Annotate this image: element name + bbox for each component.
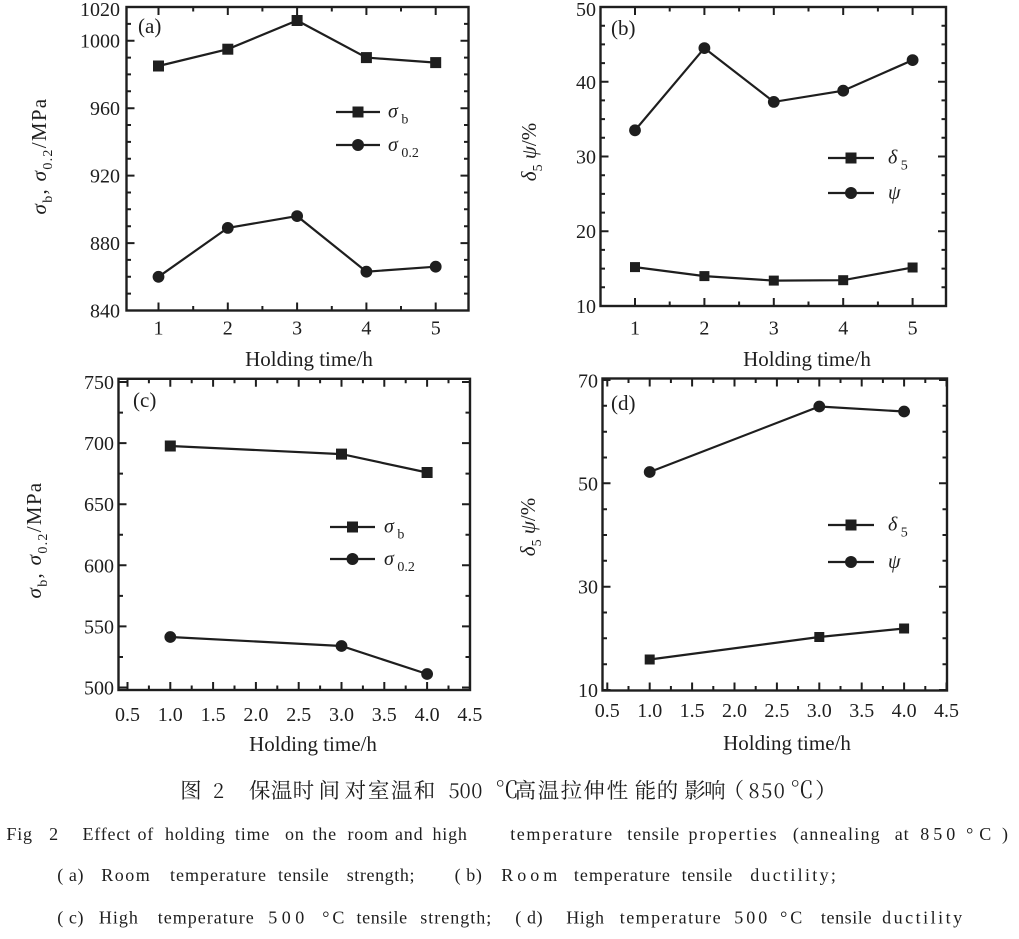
svg-text:4.5: 4.5 — [934, 700, 959, 722]
svg-text:3.5: 3.5 — [372, 704, 397, 726]
svg-text:2.5: 2.5 — [764, 700, 789, 722]
svg-text:Holding time/h: Holding time/h — [723, 731, 851, 755]
svg-text:(b): (b) — [611, 16, 636, 40]
svg-text:20: 20 — [576, 221, 596, 243]
svg-text:4.0: 4.0 — [415, 704, 440, 726]
svg-text:1.5: 1.5 — [201, 704, 226, 726]
svg-text:(a): (a) — [138, 14, 161, 38]
svg-text:Holding time/h: Holding time/h — [743, 347, 871, 371]
svg-text:σ b: σ b — [384, 516, 404, 543]
svg-text:3.5: 3.5 — [849, 700, 874, 722]
svg-text:1: 1 — [630, 318, 640, 340]
svg-text:1.0: 1.0 — [637, 700, 662, 722]
svg-text:50: 50 — [576, 0, 596, 21]
svg-text:Holding time/h: Holding time/h — [245, 347, 373, 371]
svg-text:2.0: 2.0 — [722, 700, 747, 722]
svg-text:5: 5 — [431, 318, 441, 340]
svg-text:50: 50 — [578, 473, 598, 495]
svg-text:650: 650 — [84, 494, 114, 516]
svg-text:1020: 1020 — [80, 0, 120, 21]
svg-text:2.0: 2.0 — [243, 704, 268, 726]
svg-text:1.5: 1.5 — [680, 700, 705, 722]
svg-text:4.0: 4.0 — [892, 700, 917, 722]
svg-text:880: 880 — [90, 233, 120, 255]
svg-text:σ b: σ b — [388, 101, 408, 128]
svg-text:2: 2 — [699, 318, 709, 340]
svg-text:(c): (c) — [133, 388, 156, 412]
svg-text:4: 4 — [361, 318, 371, 340]
svg-text:2: 2 — [223, 318, 233, 340]
svg-text:σ 0.2: σ 0.2 — [388, 134, 419, 161]
svg-text:δ 5: δ 5 — [888, 147, 908, 174]
svg-text:550: 550 — [84, 616, 114, 638]
svg-text:10: 10 — [576, 296, 596, 318]
svg-text:5: 5 — [908, 318, 918, 340]
svg-text:δ 5: δ 5 — [888, 514, 908, 541]
svg-text:40: 40 — [576, 72, 596, 94]
svg-text:600: 600 — [84, 555, 114, 577]
svg-text:30: 30 — [576, 147, 596, 169]
svg-text:ψ: ψ — [888, 551, 901, 573]
svg-text:10: 10 — [578, 680, 598, 702]
svg-text:4: 4 — [838, 318, 848, 340]
svg-text:1.0: 1.0 — [158, 704, 183, 726]
svg-text:1: 1 — [154, 318, 164, 340]
svg-text:2.5: 2.5 — [286, 704, 311, 726]
svg-text:σ 0.2: σ 0.2 — [384, 548, 415, 575]
svg-text:3: 3 — [292, 318, 302, 340]
svg-text:δ5 ψ/%: δ5 ψ/% — [517, 123, 546, 181]
svg-text:1000: 1000 — [80, 31, 120, 53]
svg-text:4.5: 4.5 — [457, 704, 482, 726]
svg-text:3: 3 — [769, 318, 779, 340]
svg-text:960: 960 — [90, 98, 120, 120]
svg-text:920: 920 — [90, 166, 120, 188]
svg-text:30: 30 — [578, 577, 598, 599]
svg-text:(d): (d) — [611, 391, 636, 415]
svg-text:0.5: 0.5 — [115, 704, 140, 726]
svg-text:Holding time/h: Holding time/h — [249, 732, 377, 756]
svg-text:ψ: ψ — [888, 182, 901, 204]
svg-text:70: 70 — [578, 371, 598, 393]
svg-text:3.0: 3.0 — [329, 704, 354, 726]
svg-text:3.0: 3.0 — [807, 700, 832, 722]
svg-text:σb, σ0.2/MPa: σb, σ0.2/MPa — [22, 482, 51, 599]
svg-text:700: 700 — [84, 433, 114, 455]
svg-text:δ5 ψ/%: δ5 ψ/% — [516, 498, 545, 556]
svg-text:0.5: 0.5 — [595, 700, 620, 722]
svg-text:840: 840 — [90, 301, 120, 323]
svg-text:σb, σ0.2/MPa: σb, σ0.2/MPa — [27, 98, 56, 215]
svg-text:500: 500 — [84, 678, 114, 700]
svg-text:750: 750 — [84, 372, 114, 394]
